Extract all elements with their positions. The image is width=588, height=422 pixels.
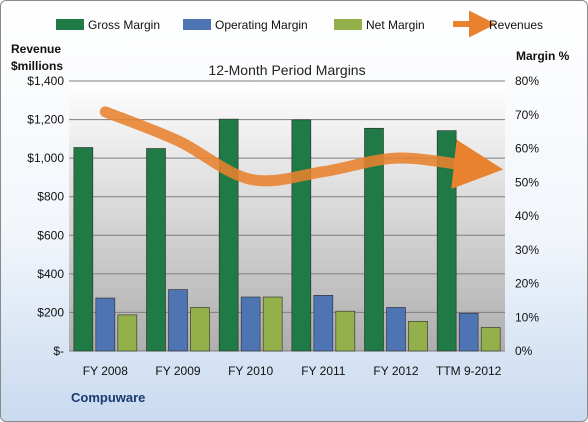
bar-net-margin	[262, 296, 283, 352]
bar-gross-margin	[73, 147, 94, 352]
legend-swatch-net-margin	[334, 19, 362, 30]
bar-net-margin	[408, 320, 428, 352]
legend-label-revenues: Revenues	[489, 18, 543, 32]
x-tick-label: FY 2012	[373, 364, 418, 378]
legend-label-operating-margin: Operating Margin	[215, 18, 308, 32]
left-tick-label: $200	[37, 305, 64, 319]
chart-title: 12-Month Period Margins	[208, 62, 365, 78]
bar-gross-margin	[291, 119, 312, 352]
bar-operating-margin	[95, 297, 116, 352]
bar-operating-margin	[313, 295, 334, 352]
right-tick-label: 0%	[515, 344, 533, 358]
left-tick-label: $400	[37, 267, 64, 281]
left-tick-label: $600	[37, 228, 64, 242]
legend: Gross Margin Operating Margin Net Margin…	[56, 10, 543, 38]
left-tick-label: $1,400	[27, 74, 64, 88]
left-axis-label-line1: Revenue	[11, 42, 61, 56]
legend-label-gross-margin: Gross Margin	[88, 18, 160, 32]
bar-operating-margin	[458, 312, 479, 352]
right-tick-label: 70%	[515, 108, 539, 122]
bar-net-margin	[117, 314, 138, 352]
bar-net-margin	[480, 327, 501, 352]
right-tick-label: 30%	[515, 243, 539, 257]
right-tick-label: 80%	[515, 74, 539, 88]
bar-operating-margin	[168, 289, 188, 352]
x-tick-label: FY 2008	[83, 364, 128, 378]
right-tick-label: 40%	[515, 209, 539, 223]
x-tick-label: FY 2009	[155, 364, 200, 378]
bar-net-margin	[190, 307, 210, 352]
left-tick-label: $1,000	[27, 151, 64, 165]
x-tick-label: TTM 9-2012	[436, 364, 502, 378]
legend-swatch-operating-margin	[183, 19, 211, 30]
right-tick-label: 60%	[515, 142, 539, 156]
bar-gross-margin	[146, 148, 166, 352]
footer-label: Compuware	[71, 390, 145, 405]
left-axis-label-line2: $millions	[11, 59, 63, 73]
legend-label-net-margin: Net Margin	[366, 18, 425, 32]
x-tick-label: FY 2010	[228, 364, 273, 378]
x-tick-label: FY 2011	[301, 364, 346, 378]
bar-operating-margin	[240, 296, 261, 352]
bar-operating-margin	[386, 307, 406, 352]
left-tick-label: $-	[53, 344, 64, 358]
x-axis-ticks: FY 2008 FY 2009 FY 2010 FY 2011 FY 2012 TTM 9…	[83, 364, 502, 378]
right-tick-label: 50%	[515, 175, 539, 189]
left-tick-label: $800	[37, 190, 64, 204]
bars	[73, 118, 501, 352]
legend-swatch-gross-margin	[56, 19, 84, 30]
grid	[69, 80, 505, 352]
right-axis-label: Margin %	[516, 49, 570, 63]
bar-net-margin	[335, 310, 356, 352]
revenues-line	[99, 106, 504, 189]
left-tick-label: $1,200	[27, 113, 64, 127]
bar-gross-margin	[364, 127, 384, 352]
left-axis-ticks: $- $200 $400 $600 $800 $1,000 $1,200 $1,400	[27, 74, 64, 358]
right-tick-label: 10%	[515, 310, 539, 324]
bar-gross-margin	[218, 118, 239, 352]
right-tick-label: 20%	[515, 277, 539, 291]
right-axis-ticks: 0% 10% 20% 30% 40% 50% 60% 70% 80%	[515, 74, 539, 358]
